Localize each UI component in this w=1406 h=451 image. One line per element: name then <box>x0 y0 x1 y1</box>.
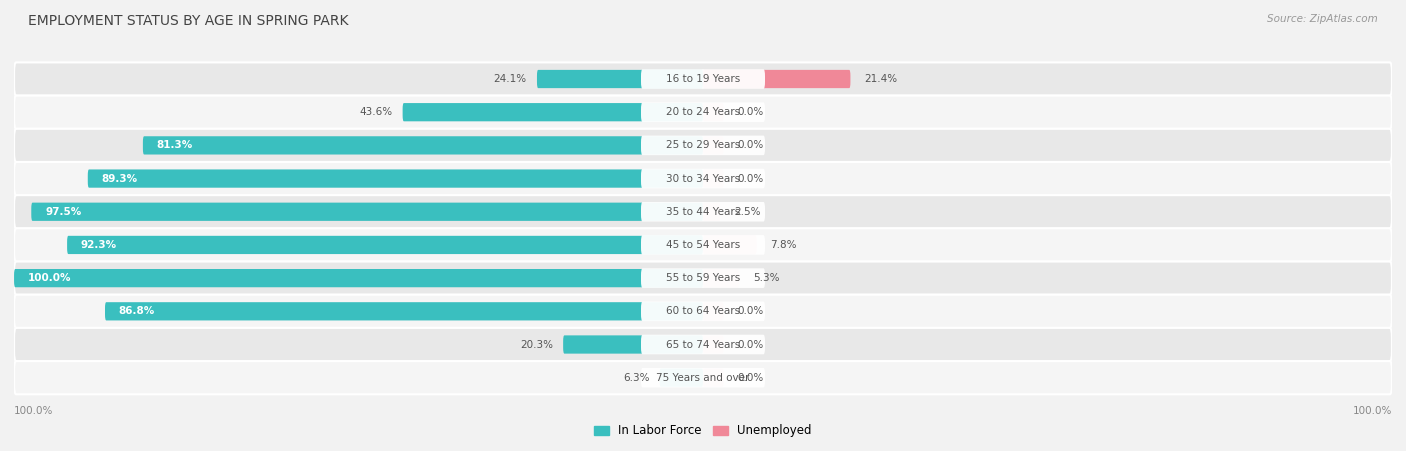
FancyBboxPatch shape <box>659 368 703 387</box>
Legend: In Labor Force, Unemployed: In Labor Force, Unemployed <box>589 420 817 442</box>
FancyBboxPatch shape <box>87 170 703 188</box>
FancyBboxPatch shape <box>703 70 851 88</box>
FancyBboxPatch shape <box>14 195 1392 228</box>
FancyBboxPatch shape <box>143 136 703 155</box>
Text: 86.8%: 86.8% <box>118 306 155 316</box>
FancyBboxPatch shape <box>641 268 765 288</box>
Text: 0.0%: 0.0% <box>738 306 763 316</box>
Text: 25 to 29 Years: 25 to 29 Years <box>666 140 740 150</box>
FancyBboxPatch shape <box>703 170 724 188</box>
FancyBboxPatch shape <box>14 162 1392 195</box>
Text: 6.3%: 6.3% <box>623 373 650 383</box>
FancyBboxPatch shape <box>14 262 1392 295</box>
Text: 65 to 74 Years: 65 to 74 Years <box>666 340 740 350</box>
FancyBboxPatch shape <box>641 368 765 387</box>
Text: 60 to 64 Years: 60 to 64 Years <box>666 306 740 316</box>
FancyBboxPatch shape <box>14 129 1392 162</box>
FancyBboxPatch shape <box>641 69 765 89</box>
FancyBboxPatch shape <box>31 202 703 221</box>
Text: 0.0%: 0.0% <box>738 373 763 383</box>
FancyBboxPatch shape <box>641 169 765 189</box>
Text: 100.0%: 100.0% <box>28 273 72 283</box>
Text: 5.3%: 5.3% <box>754 273 780 283</box>
Text: 35 to 44 Years: 35 to 44 Years <box>666 207 740 217</box>
FancyBboxPatch shape <box>703 269 740 287</box>
Text: 100.0%: 100.0% <box>1353 406 1392 416</box>
FancyBboxPatch shape <box>14 62 1392 96</box>
FancyBboxPatch shape <box>703 302 724 321</box>
Text: 7.8%: 7.8% <box>770 240 797 250</box>
Text: 45 to 54 Years: 45 to 54 Years <box>666 240 740 250</box>
FancyBboxPatch shape <box>703 103 724 121</box>
Text: EMPLOYMENT STATUS BY AGE IN SPRING PARK: EMPLOYMENT STATUS BY AGE IN SPRING PARK <box>28 14 349 28</box>
Text: 43.6%: 43.6% <box>359 107 392 117</box>
FancyBboxPatch shape <box>105 302 703 321</box>
FancyBboxPatch shape <box>14 295 1392 328</box>
FancyBboxPatch shape <box>14 96 1392 129</box>
Text: 0.0%: 0.0% <box>738 107 763 117</box>
FancyBboxPatch shape <box>703 236 756 254</box>
FancyBboxPatch shape <box>641 102 765 122</box>
FancyBboxPatch shape <box>14 328 1392 361</box>
Text: 0.0%: 0.0% <box>738 174 763 184</box>
FancyBboxPatch shape <box>703 368 724 387</box>
Text: 0.0%: 0.0% <box>738 140 763 150</box>
Text: 89.3%: 89.3% <box>101 174 138 184</box>
FancyBboxPatch shape <box>703 202 720 221</box>
FancyBboxPatch shape <box>703 136 724 155</box>
FancyBboxPatch shape <box>67 236 703 254</box>
FancyBboxPatch shape <box>14 361 1392 394</box>
FancyBboxPatch shape <box>641 202 765 221</box>
Text: 20 to 24 Years: 20 to 24 Years <box>666 107 740 117</box>
Text: 97.5%: 97.5% <box>45 207 82 217</box>
FancyBboxPatch shape <box>14 228 1392 262</box>
Text: 30 to 34 Years: 30 to 34 Years <box>666 174 740 184</box>
Text: 16 to 19 Years: 16 to 19 Years <box>666 74 740 84</box>
Text: 75 Years and over: 75 Years and over <box>657 373 749 383</box>
Text: 21.4%: 21.4% <box>865 74 897 84</box>
FancyBboxPatch shape <box>14 269 703 287</box>
FancyBboxPatch shape <box>641 235 765 255</box>
Text: 2.5%: 2.5% <box>734 207 761 217</box>
FancyBboxPatch shape <box>703 336 724 354</box>
FancyBboxPatch shape <box>537 70 703 88</box>
Text: 20.3%: 20.3% <box>520 340 553 350</box>
Text: 100.0%: 100.0% <box>14 406 53 416</box>
FancyBboxPatch shape <box>641 136 765 155</box>
FancyBboxPatch shape <box>402 103 703 121</box>
FancyBboxPatch shape <box>641 302 765 321</box>
Text: 24.1%: 24.1% <box>494 74 527 84</box>
Text: 0.0%: 0.0% <box>738 340 763 350</box>
Text: 55 to 59 Years: 55 to 59 Years <box>666 273 740 283</box>
Text: 92.3%: 92.3% <box>82 240 117 250</box>
FancyBboxPatch shape <box>641 335 765 354</box>
Text: Source: ZipAtlas.com: Source: ZipAtlas.com <box>1267 14 1378 23</box>
Text: 81.3%: 81.3% <box>156 140 193 150</box>
FancyBboxPatch shape <box>564 336 703 354</box>
